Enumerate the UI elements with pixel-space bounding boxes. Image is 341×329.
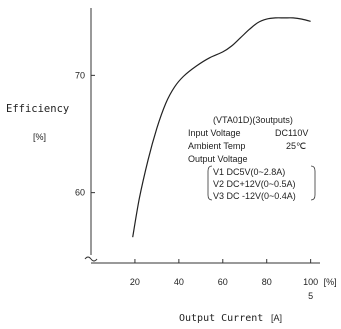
annotation-output-1: V1 DC5V(0~2.8A) [213, 167, 285, 177]
x-tick-unit: [%] [324, 277, 337, 287]
x-tick-label: 80 [262, 277, 272, 287]
y-ticks: 60 70 [75, 70, 95, 198]
annotation-bracket-left [207, 165, 213, 201]
axis-break-mark [84, 256, 98, 262]
annotation-output-3: V3 DC -12V(0~0.4A) [213, 191, 296, 201]
annotation-output-voltage-label: Output Voltage [188, 154, 248, 164]
x-axis-label: Output Current [179, 313, 263, 324]
series-line [132, 17, 311, 238]
x-tick-label: 60 [218, 277, 228, 287]
x-tick-label: 40 [174, 277, 184, 287]
annotation-bracket-right [310, 165, 316, 201]
x-axis-unit: [A] [271, 313, 282, 323]
y-tick-label: 60 [75, 188, 85, 198]
annotation-input-voltage-label: Input Voltage [188, 128, 241, 138]
y-axis-label: Efficiency [6, 103, 69, 115]
x-scale-note: 5 [308, 291, 313, 301]
axes [84, 8, 320, 264]
annotation-ambient-value: 25℃ [286, 141, 306, 151]
annotation-input-voltage-value: DC110V [275, 128, 308, 138]
y-axis-unit: [%] [33, 132, 46, 142]
y-tick-label: 70 [75, 70, 85, 80]
annotation-ambient-label: Ambient Temp [188, 141, 245, 151]
annotation-model: (VTA01D)(3outputs) [213, 115, 293, 125]
annotation-output-2: V2 DC+12V(0~0.5A) [213, 179, 296, 189]
spec-annotation: (VTA01D)(3outputs) Input Voltage DC110V … [188, 115, 316, 201]
x-tick-label: 100 [303, 277, 318, 287]
x-ticks: 20 40 60 80 100 [%] 5 [130, 259, 337, 301]
x-tick-label: 20 [130, 277, 140, 287]
